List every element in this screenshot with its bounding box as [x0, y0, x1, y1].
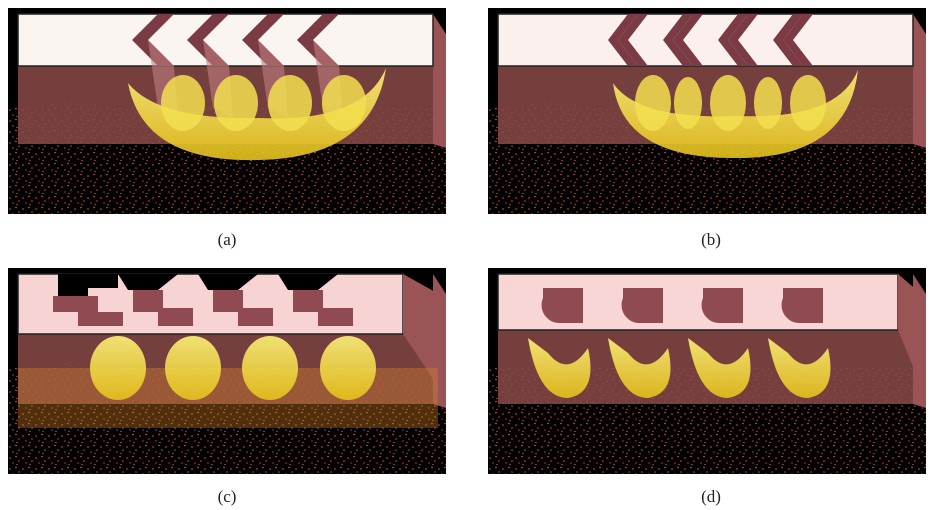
caption: (c) [218, 487, 237, 506]
figure: (a) (b) (c) (d) [0, 0, 932, 510]
caption: (a) [218, 230, 237, 249]
panel-d [488, 268, 926, 474]
panel-a [8, 8, 446, 214]
panel-c [8, 268, 446, 474]
caption: (d) [701, 487, 721, 506]
caption: (b) [701, 230, 721, 249]
panel-b [488, 8, 926, 214]
